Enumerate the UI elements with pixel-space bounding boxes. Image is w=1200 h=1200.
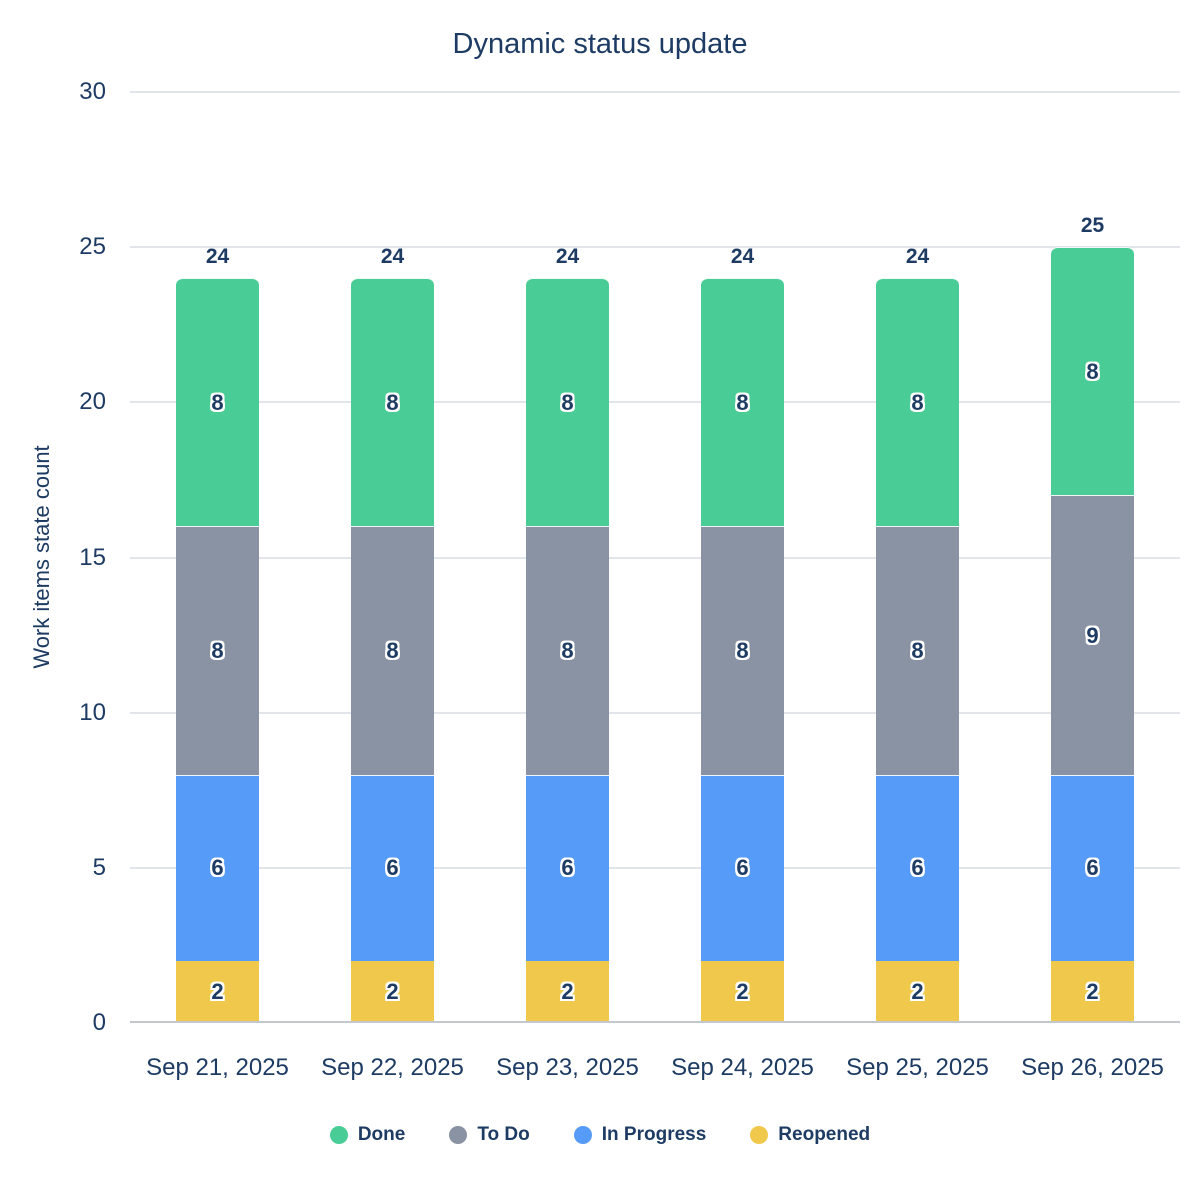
x-category-label: Sep 25, 2025 (846, 1054, 989, 1081)
bar-segment-reopened[interactable]: 2 (876, 960, 959, 1023)
legend: Done To Do In Progress Reopened (0, 1124, 1200, 1146)
bar-total-label: 24 (555, 245, 580, 269)
segment-value-label: 6 (386, 855, 399, 881)
segment-value-label: 2 (736, 978, 749, 1004)
x-category-label: Sep 23, 2025 (496, 1054, 639, 1081)
bar-segment-done[interactable]: 8 (526, 278, 609, 527)
legend-dot-icon (573, 1126, 592, 1144)
bar-segment-done[interactable]: 8 (701, 278, 784, 527)
legend-item-to-do[interactable]: To Do (449, 1124, 530, 1146)
legend-label: In Progress (601, 1124, 707, 1145)
segment-value-label: 6 (1086, 855, 1099, 881)
bar-total-label: 24 (380, 245, 405, 269)
y-tick-label-0: 0 (92, 1009, 106, 1036)
bar-total-label: 25 (1080, 214, 1105, 238)
bar-segment-in-progress[interactable]: 6 (351, 774, 434, 961)
x-category-label: Sep 26, 2025 (1021, 1054, 1164, 1081)
bar-segment-in-progress[interactable]: 6 (1051, 774, 1134, 961)
gridline-10 (130, 711, 1180, 714)
legend-item-in-progress[interactable]: In Progress (573, 1124, 707, 1146)
bar-segment-reopened[interactable]: 2 (701, 960, 784, 1023)
chart-title: Dynamic status update (452, 28, 748, 60)
segment-value-label: 6 (561, 855, 574, 881)
bar-segment-to-do[interactable]: 8 (701, 526, 784, 775)
bar-segment-done[interactable]: 8 (1051, 247, 1134, 496)
segment-value-label: 6 (736, 855, 749, 881)
bar-segment-to-do[interactable]: 8 (876, 526, 959, 775)
gridline-30 (130, 91, 1180, 93)
segment-value-label: 9 (1086, 622, 1099, 648)
bar-segment-to-do[interactable]: 8 (351, 526, 434, 775)
bar-segment-to-do[interactable]: 8 (526, 526, 609, 775)
segment-value-label: 2 (386, 978, 399, 1004)
bar-segment-in-progress[interactable]: 6 (176, 774, 259, 961)
x-category-label: Sep 24, 2025 (671, 1054, 814, 1081)
segment-value-label: 8 (561, 638, 574, 664)
bar-segment-reopened[interactable]: 2 (351, 960, 434, 1023)
legend-label: Reopened (778, 1124, 871, 1145)
bar-segment-in-progress[interactable]: 6 (876, 774, 959, 961)
bar-segment-to-do[interactable]: 9 (1051, 495, 1134, 775)
y-tick-label-10: 10 (79, 698, 106, 726)
bar-segment-reopened[interactable]: 2 (526, 960, 609, 1023)
y-tick-label-20: 20 (79, 388, 106, 416)
segment-value-label: 8 (211, 638, 224, 664)
segment-value-label: 2 (211, 978, 224, 1004)
gridline-25 (130, 246, 1180, 249)
bar-total-label: 24 (205, 245, 230, 269)
segment-value-label: 2 (561, 978, 574, 1004)
gridline-20 (130, 401, 1180, 404)
gridline-5 (130, 866, 1180, 869)
segment-value-label: 8 (211, 389, 224, 415)
x-axis-line (130, 1021, 1180, 1023)
y-tick-label-30: 30 (79, 78, 106, 105)
segment-value-label: 8 (911, 638, 924, 664)
segment-value-label: 8 (736, 389, 749, 415)
legend-label: To Do (477, 1124, 530, 1145)
gridline-15 (130, 556, 1180, 559)
bar-total-label: 24 (905, 245, 930, 269)
y-tick-label-15: 15 (79, 543, 106, 571)
y-tick-label-25: 25 (79, 233, 106, 261)
y-tick-label-5: 5 (92, 853, 106, 881)
x-category-label: Sep 21, 2025 (146, 1054, 289, 1081)
segment-value-label: 8 (1086, 358, 1099, 384)
segment-value-label: 8 (386, 389, 399, 415)
segment-value-label: 6 (211, 855, 224, 881)
bar-segment-reopened[interactable]: 2 (1051, 960, 1134, 1023)
segment-value-label: 8 (736, 638, 749, 664)
x-category-label: Sep 22, 2025 (321, 1054, 464, 1081)
legend-item-reopened[interactable]: Reopened (750, 1124, 870, 1146)
legend-dot-icon (750, 1126, 769, 1144)
segment-value-label: 8 (911, 389, 924, 415)
segment-value-label: 8 (386, 638, 399, 664)
bar-segment-reopened[interactable]: 2 (176, 960, 259, 1023)
bar-segment-done[interactable]: 8 (176, 278, 259, 527)
segment-value-label: 2 (1086, 978, 1099, 1004)
bar-segment-in-progress[interactable]: 6 (526, 774, 609, 961)
bar-segment-done[interactable]: 8 (351, 278, 434, 527)
legend-dot-icon (329, 1126, 348, 1144)
segment-value-label: 8 (561, 389, 574, 415)
bar-segment-to-do[interactable]: 8 (176, 526, 259, 775)
segment-value-label: 6 (911, 855, 924, 881)
legend-dot-icon (449, 1126, 468, 1144)
bar-segment-done[interactable]: 8 (876, 278, 959, 527)
legend-item-done[interactable]: Done (329, 1124, 406, 1146)
bar-segment-in-progress[interactable]: 6 (701, 774, 784, 961)
segment-value-label: 2 (911, 978, 924, 1004)
bar-total-label: 24 (730, 245, 755, 269)
legend-label: Done (357, 1124, 406, 1145)
